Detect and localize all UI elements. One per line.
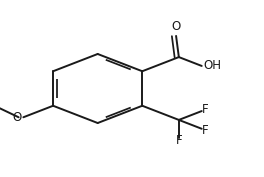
Text: O: O bbox=[171, 20, 181, 33]
Text: OH: OH bbox=[204, 59, 222, 72]
Text: F: F bbox=[202, 103, 208, 116]
Text: F: F bbox=[176, 134, 182, 147]
Text: O: O bbox=[12, 111, 21, 124]
Text: F: F bbox=[202, 124, 208, 136]
